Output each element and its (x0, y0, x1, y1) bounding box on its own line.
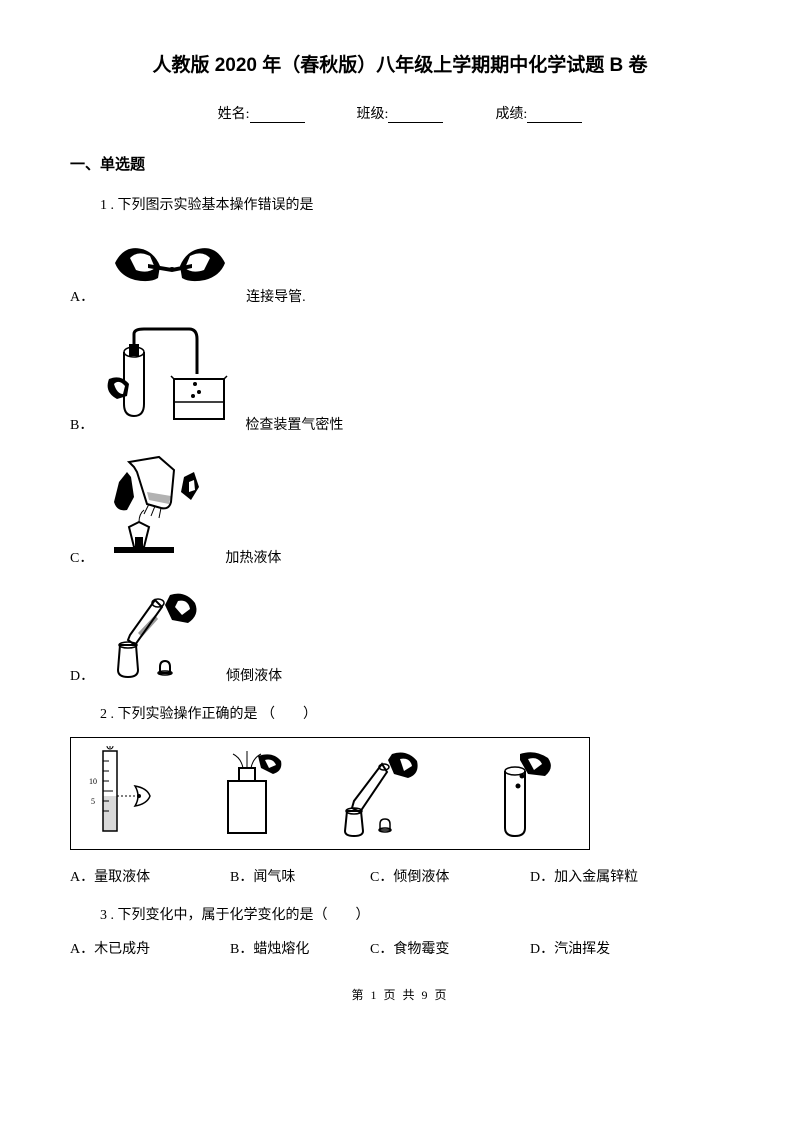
q2a-image: 10 5 (85, 746, 165, 841)
page-title: 人教版 2020 年（春秋版）八年级上学期期中化学试题 B 卷 (70, 50, 730, 77)
q2d-image (480, 746, 575, 841)
q1d-text: 倾倒液体 (226, 665, 282, 685)
q2-opt-c: C．倾倒液体 (370, 866, 530, 886)
opt-letter: D． (70, 665, 94, 685)
name-blank[interactable] (250, 108, 305, 123)
page-footer: 第 1 页 共 9 页 (70, 986, 730, 1003)
score-label: 成绩: (495, 103, 527, 123)
q2b-image (203, 746, 293, 841)
svg-text:5: 5 (91, 797, 95, 806)
q1b-text: 检查装置气密性 (245, 414, 343, 434)
q1c-text: 加热液体 (225, 547, 281, 567)
score-blank[interactable] (527, 108, 582, 123)
q1c-image (99, 452, 219, 567)
q2-image-row: 10 5 (70, 737, 590, 850)
q2-opt-b: B．闻气味 (230, 866, 370, 886)
q2-opt-d: D．加入金属锌粒 (530, 866, 690, 886)
opt-letter: C． (70, 547, 93, 567)
q2-text: 2 . 下列实验操作正确的是 （ ） (100, 703, 730, 723)
q1d-image (100, 585, 220, 685)
q1b-image (99, 324, 239, 434)
q2c-image (332, 746, 442, 841)
section-heading: 一、单选题 (70, 153, 730, 174)
class-label: 班级: (357, 103, 389, 123)
q1a-text: 连接导管. (246, 286, 306, 306)
q3-opt-d: D．汽油挥发 (530, 938, 690, 958)
q1-option-d: D． 倾倒液体 (70, 585, 730, 685)
q1-option-a: A． 连接导管. (70, 228, 730, 306)
opt-letter: A． (70, 286, 94, 306)
svg-text:10: 10 (89, 777, 97, 786)
q1a-image (100, 228, 240, 306)
opt-letter: B． (70, 414, 93, 434)
q3-text: 3 . 下列变化中，属于化学变化的是（ ） (100, 904, 730, 924)
q3-options: A．木已成舟 B．蜡烛熔化 C．食物霉变 D．汽油挥发 (70, 938, 730, 958)
q3-opt-b: B．蜡烛熔化 (230, 938, 370, 958)
q3-opt-c: C．食物霉变 (370, 938, 530, 958)
q1-option-c: C． 加热液体 (70, 452, 730, 567)
q1-option-b: B． 检查装置气密性 (70, 324, 730, 434)
q1-text: 1 . 下列图示实验基本操作错误的是 (100, 194, 730, 214)
info-line: 姓名: 班级: 成绩: (70, 103, 730, 123)
q3-opt-a: A．木已成舟 (70, 938, 230, 958)
class-blank[interactable] (388, 108, 443, 123)
q2-options: A．量取液体 B．闻气味 C．倾倒液体 D．加入金属锌粒 (70, 866, 730, 886)
q2-opt-a: A．量取液体 (70, 866, 230, 886)
name-label: 姓名: (218, 103, 250, 123)
